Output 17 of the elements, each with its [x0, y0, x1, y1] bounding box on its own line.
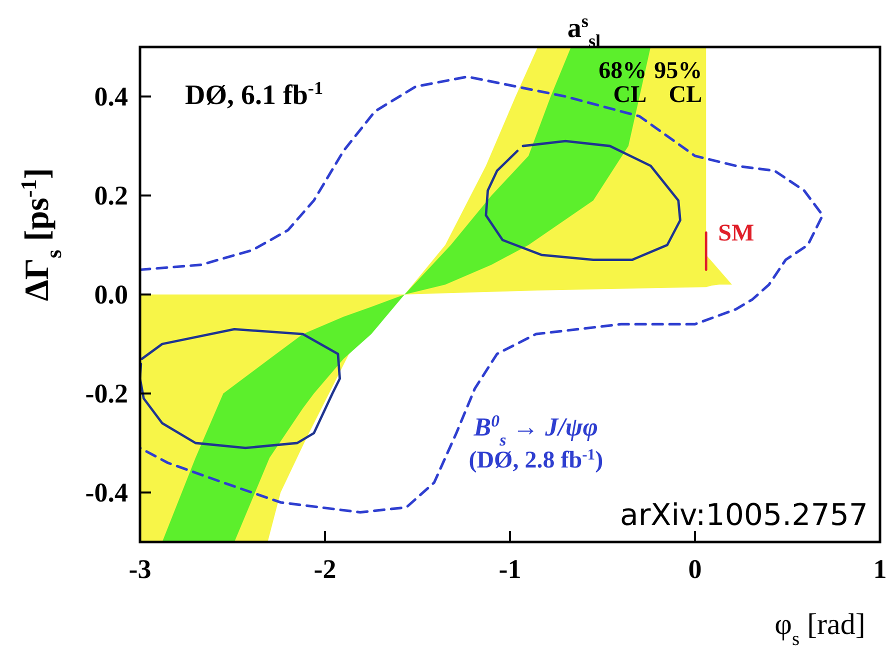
annotation: arXiv:1005.2757 — [620, 498, 868, 533]
y-tick-label: 0.0 — [94, 280, 128, 310]
annotation: DØ, 6.1 fb$^{-1}$ — [185, 78, 324, 111]
y-tick-label: 0.4 — [94, 82, 128, 112]
x-tick-label: -3 — [128, 554, 152, 584]
x-tick-label: -2 — [314, 554, 336, 584]
x-tick-label: -1 — [498, 554, 522, 584]
series-label: 95% CL — [654, 58, 702, 108]
y-tick-label: -0.4 — [85, 478, 128, 508]
x-tick-label: 0 — [688, 554, 702, 584]
line-series — [484, 140, 682, 262]
x-axis-title: φ$_{s}$ [rad] — [774, 608, 866, 648]
series-label: SM — [718, 220, 754, 247]
y-tick-label: 0.2 — [94, 180, 128, 210]
line-series — [140, 328, 341, 450]
x-tick-label: 1 — [873, 554, 887, 584]
y-tick-label: -0.2 — [85, 378, 128, 408]
